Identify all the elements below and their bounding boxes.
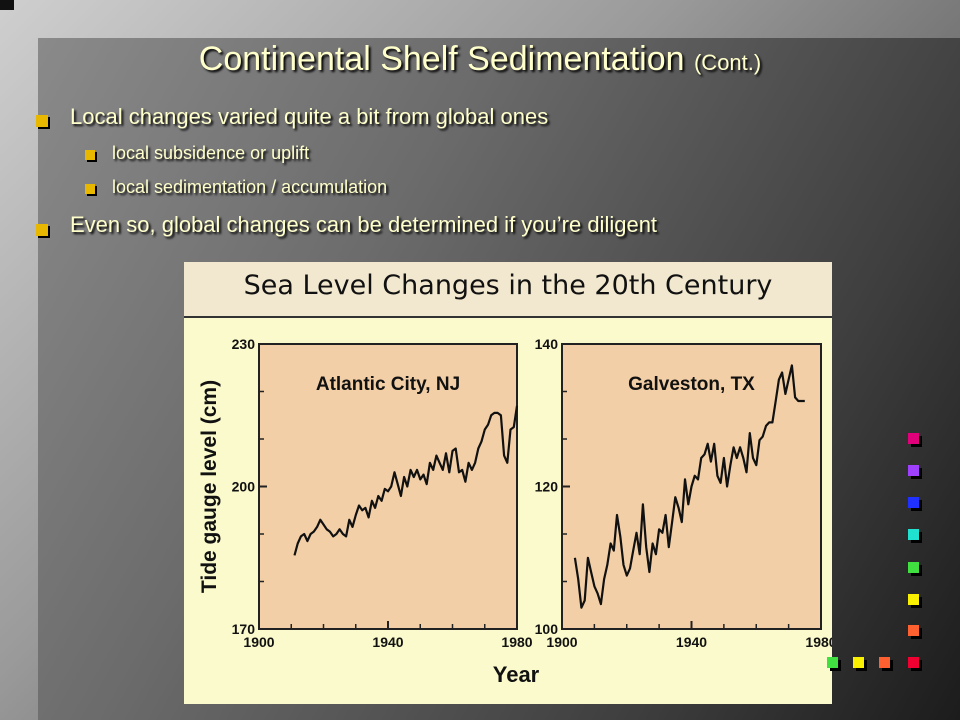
y-tick-label: 200: [232, 479, 256, 495]
decor-square: [908, 594, 919, 605]
x-tick-label: 1940: [676, 634, 707, 650]
chart-svg: 1900 1940 1980 170 200 230 Atlantic City, NJ 19…: [198, 336, 832, 687]
series-line: [293, 405, 519, 556]
x-tick-label: 1980: [501, 634, 532, 650]
decor-square: [908, 625, 919, 636]
slide-title-suffix: (Cont.): [693, 50, 762, 75]
x-axis-label: Year: [493, 662, 540, 687]
y-tick-label: 100: [535, 621, 559, 637]
decor-square: [908, 497, 919, 508]
y-tick-label: 170: [232, 621, 256, 637]
sea-level-figure: Sea Level Changes in the 20th Century 19…: [184, 262, 832, 704]
y-axis-label: Tide gauge level (cm): [198, 380, 221, 593]
x-tick-label: 1940: [372, 634, 403, 650]
bullet-1: Local changes varied quite a bit from gl…: [70, 104, 549, 129]
decor-square: [908, 433, 919, 444]
bullet-icon: [36, 224, 48, 236]
y-tick-label: 120: [535, 479, 559, 495]
bullet-1b: local sedimentation / accumulation: [112, 177, 388, 197]
y-tick-label: 140: [535, 336, 559, 352]
sub-bullet-icon: [85, 184, 95, 194]
decor-square: [853, 657, 864, 668]
bullet-icon: [36, 115, 48, 127]
decor-square: [908, 465, 919, 476]
decor-square: [908, 562, 919, 573]
figure-title: Sea Level Changes in the 20th Century: [243, 270, 773, 301]
sub-bullet-icon: [85, 150, 95, 160]
slide-title: Continental Shelf Sedimentation (Cont.): [0, 40, 960, 79]
bullet-2: Even so, global changes can be determine…: [70, 212, 658, 237]
series-line: [573, 364, 805, 609]
decor-square: [908, 657, 919, 668]
decor-square: [908, 529, 919, 540]
decor-square: [879, 657, 890, 668]
x-tick-label: 1900: [546, 634, 577, 650]
slide-title-text: Continental Shelf Sedimentation: [198, 40, 685, 78]
panel-title: Atlantic City, NJ: [316, 374, 460, 395]
y-tick-label: 230: [232, 336, 256, 352]
panel-title: Galveston, TX: [628, 374, 755, 395]
corner-mark: [0, 0, 14, 10]
x-tick-label: 1980: [805, 634, 832, 650]
bullet-1a: local subsidence or uplift: [112, 143, 310, 163]
figure-header: Sea Level Changes in the 20th Century: [184, 262, 832, 318]
x-tick-label: 1900: [243, 634, 274, 650]
decor-square: [827, 657, 838, 668]
